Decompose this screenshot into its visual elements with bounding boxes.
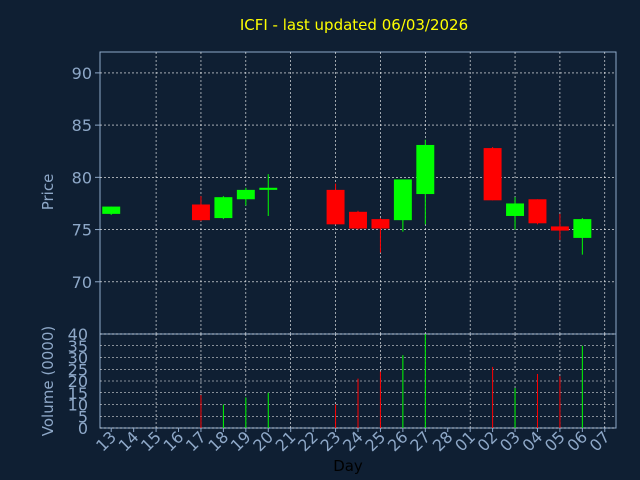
candle-body bbox=[528, 199, 547, 224]
volume-tick-label: 0 bbox=[78, 419, 88, 438]
candle-body bbox=[102, 206, 121, 214]
volume-axis-label: Volume (0000) bbox=[39, 326, 57, 436]
volume-tick-label: 15 bbox=[68, 384, 88, 403]
price-tick-label: 70 bbox=[72, 273, 92, 292]
volume-tick-label: 20 bbox=[68, 372, 88, 391]
volume-tick-label: 10 bbox=[68, 396, 88, 415]
candle-body bbox=[550, 226, 569, 231]
candle-body bbox=[349, 211, 367, 229]
candle-body bbox=[483, 148, 502, 201]
candle-body bbox=[259, 187, 278, 190]
candle-body bbox=[214, 197, 233, 219]
candle-body bbox=[393, 179, 412, 221]
price-tick-label: 90 bbox=[72, 64, 92, 83]
price-axis-label: Price bbox=[39, 174, 57, 211]
x-tick-label: 07 bbox=[586, 427, 614, 455]
price-tick-label: 75 bbox=[72, 221, 92, 240]
candle-body bbox=[326, 189, 345, 225]
chart-title: ICFI - last updated 06/03/2026 bbox=[240, 16, 468, 34]
candle-body bbox=[506, 203, 525, 216]
candle-body bbox=[416, 144, 435, 195]
candle-body bbox=[191, 204, 210, 221]
volume-tick-label: 30 bbox=[68, 349, 88, 368]
volume-tick-label: 40 bbox=[68, 325, 88, 344]
volume-tick-label: 25 bbox=[68, 360, 88, 379]
candle-body bbox=[573, 219, 592, 238]
price-panel: 70 75 80 85 90 bbox=[72, 51, 617, 335]
candle-body bbox=[371, 219, 390, 229]
volume-tick-label: 5 bbox=[78, 407, 88, 426]
price-tick-label: 80 bbox=[72, 168, 92, 187]
price-tick-label: 85 bbox=[72, 116, 92, 135]
price-panel-frame bbox=[99, 51, 617, 335]
x-axis: 1314151617181920212223242526272801020304… bbox=[92, 427, 613, 455]
volume-tick-label: 35 bbox=[68, 337, 88, 356]
x-axis-label: Day bbox=[333, 457, 363, 475]
candle-body bbox=[236, 189, 255, 200]
